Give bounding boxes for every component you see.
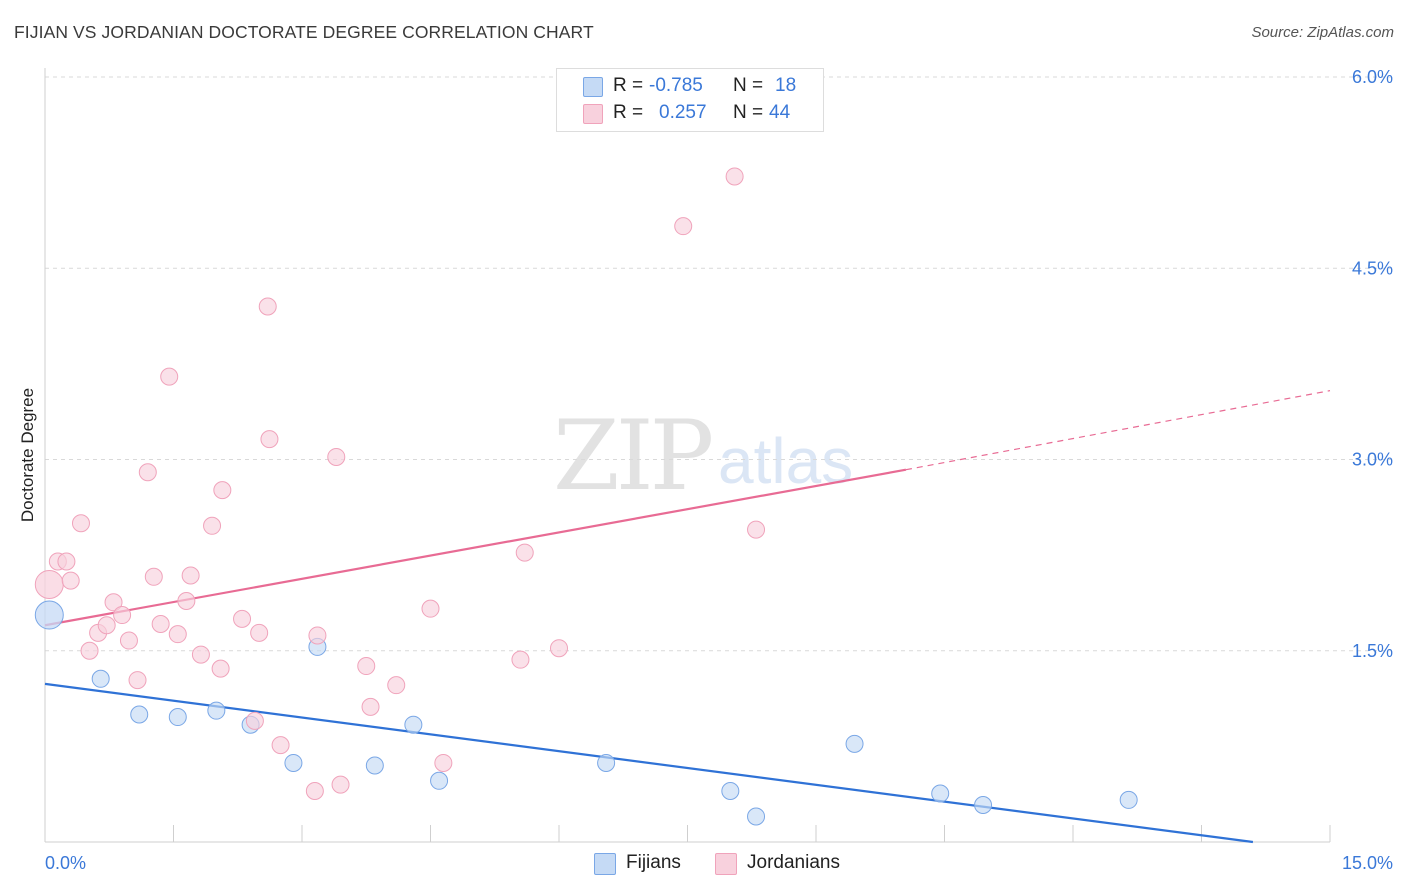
legend-r-label: R = [613, 102, 644, 123]
point-jordanians [515, 543, 534, 562]
point-fijians [404, 715, 423, 734]
legend-r-label: R = [613, 75, 644, 96]
point-jordanians [177, 592, 196, 611]
point-fijians [207, 701, 226, 720]
data-points [34, 167, 1138, 826]
legend-swatch-fijians [583, 77, 603, 97]
trend-line-fijians [44, 682, 1254, 844]
point-jordanians [387, 676, 406, 695]
point-jordanians [747, 520, 766, 539]
point-jordanians [211, 659, 230, 678]
point-jordanians [151, 614, 170, 633]
trend-line-jordanians [44, 468, 907, 627]
source-label: Source: ZipAtlas.com [1251, 24, 1394, 41]
point-fijians [34, 600, 64, 630]
point-jordanians [421, 599, 440, 618]
point-jordanians [71, 514, 90, 533]
point-jordanians [331, 775, 350, 794]
point-jordanians [113, 606, 132, 625]
point-jordanians [258, 297, 277, 316]
tick-labels: 1.5% 3.0% 4.5% 6.0% 0.0% 15.0% [45, 67, 1393, 873]
point-jordanians [308, 626, 327, 645]
point-jordanians [327, 447, 346, 466]
point-jordanians [138, 463, 157, 482]
bottom-legend-swatch-jordanians [715, 853, 737, 875]
point-jordanians [357, 657, 376, 676]
point-jordanians [271, 736, 290, 755]
point-jordanians [57, 552, 76, 571]
point-jordanians [511, 650, 530, 669]
watermark-atlas: atlas [718, 425, 854, 497]
point-jordanians [104, 593, 123, 612]
y-tick-label: 1.5% [1352, 641, 1393, 661]
point-fijians [974, 796, 993, 815]
legend-r-value-fijians: -0.785 [649, 75, 703, 96]
point-jordanians [203, 516, 222, 535]
point-jordanians [250, 623, 269, 642]
point-fijians [430, 771, 449, 790]
bottom-legend-label-fijians: Fijians [626, 852, 681, 873]
legend-n-label: N = [733, 75, 764, 96]
legend-n-value-fijians: 18 [775, 75, 797, 96]
point-fijians [284, 753, 303, 772]
legend-n-label: N = [733, 102, 764, 123]
point-jordanians [191, 645, 210, 664]
point-jordanians [245, 711, 264, 730]
point-fijians [365, 756, 384, 775]
point-jordanians [305, 782, 324, 800]
gridlines [45, 76, 1392, 652]
point-jordanians [97, 616, 116, 635]
point-jordanians [725, 167, 744, 186]
x-tick-label-max: 15.0% [1342, 853, 1393, 873]
legend-r-value-jordanians: 0.257 [659, 102, 707, 123]
y-tick-label: 6.0% [1352, 67, 1393, 87]
trend-extension-jordanians [905, 390, 1331, 471]
watermark-zip: ZIP [553, 400, 714, 512]
point-jordanians [61, 571, 80, 590]
x-tick-label-min: 0.0% [45, 853, 86, 873]
point-jordanians [213, 481, 232, 500]
bottom-legend-swatch-fijians [594, 853, 616, 875]
correlation-legend: R = -0.785 N = 18 R = 0.257 N = 44 [556, 68, 824, 132]
point-jordanians [233, 609, 252, 628]
y-tick-label: 3.0% [1352, 450, 1393, 470]
chart-title: FIJIAN VS JORDANIAN DOCTORATE DEGREE COR… [14, 22, 594, 42]
point-jordanians [260, 430, 279, 449]
point-fijians [1119, 790, 1138, 809]
point-fijians [931, 784, 950, 803]
point-jordanians [181, 566, 200, 585]
legend-n-value-jordanians: 44 [769, 102, 791, 123]
point-jordanians [80, 641, 99, 660]
y-tick-label: 4.5% [1352, 258, 1393, 278]
bottom-legend-label-jordanians: Jordanians [747, 852, 840, 873]
point-fijians [721, 782, 740, 800]
point-jordanians [168, 625, 187, 644]
point-jordanians [550, 639, 568, 658]
legend-swatch-jordanians [583, 104, 603, 124]
point-fijians [845, 734, 864, 753]
point-fijians [597, 753, 616, 772]
point-fijians [747, 807, 766, 826]
point-jordanians [674, 217, 693, 236]
axes [44, 68, 1331, 843]
point-fijians [130, 705, 149, 724]
point-jordanians [128, 671, 147, 690]
point-jordanians [144, 567, 163, 586]
point-jordanians [361, 697, 380, 716]
point-fijians [168, 708, 187, 727]
point-jordanians [119, 631, 138, 650]
point-jordanians [160, 367, 179, 386]
point-jordanians [34, 569, 64, 599]
point-fijians [91, 669, 110, 688]
point-jordanians [434, 753, 453, 772]
